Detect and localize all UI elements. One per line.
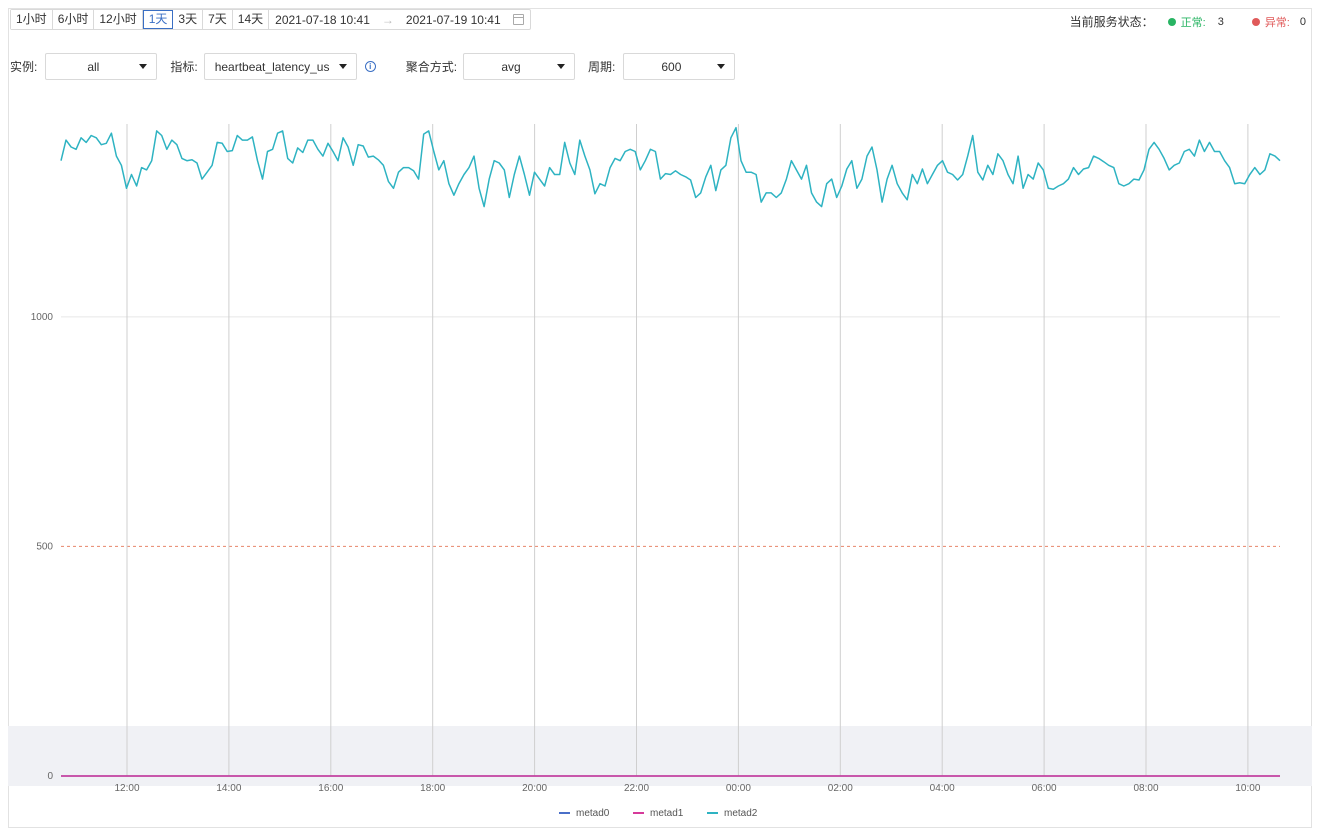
time-button-12h[interactable]: 12小时 bbox=[94, 10, 143, 29]
status-abnormal: 异常: 0 bbox=[1251, 14, 1306, 30]
chevron-down-icon bbox=[557, 64, 566, 69]
y-axis: 0 500 1000 bbox=[31, 312, 54, 782]
legend-label: metad1 bbox=[650, 808, 684, 819]
y-tick-label: 1000 bbox=[31, 312, 54, 323]
y-tick-label: 0 bbox=[47, 771, 53, 782]
metric-select[interactable]: heartbeat_latency_us bbox=[203, 53, 357, 80]
filter-bar: 实例: all 指标: heartbeat_latency_us i 聚合方式:… bbox=[10, 53, 736, 80]
time-button-14d[interactable]: 14天 bbox=[232, 10, 270, 29]
x-tick-label: 22:00 bbox=[624, 783, 649, 794]
range-start: 2021-07-18 10:41 bbox=[275, 12, 370, 27]
chart-zoom-area[interactable] bbox=[8, 726, 1312, 786]
calendar-icon[interactable] bbox=[512, 14, 524, 25]
x-tick-label: 10:00 bbox=[1235, 783, 1260, 794]
status-abnormal-dot-icon bbox=[1251, 17, 1260, 26]
instance-value: all bbox=[87, 59, 100, 74]
date-range-picker[interactable]: 2021-07-18 10:41 → 2021-07-19 10:41 bbox=[269, 10, 530, 29]
x-tick-label: 08:00 bbox=[1133, 783, 1158, 794]
legend-item-metad2[interactable]: metad2 bbox=[707, 808, 758, 819]
x-tick-label: 20:00 bbox=[522, 783, 547, 794]
x-tick-label: 00:00 bbox=[726, 783, 751, 794]
chart-legend[interactable]: metad0 metad1 metad2 bbox=[559, 808, 758, 819]
y-tick-label: 500 bbox=[36, 541, 53, 552]
status-normal-label: 正常: bbox=[1180, 16, 1206, 29]
range-end: 2021-07-19 10:41 bbox=[405, 12, 501, 27]
status-normal-dot-icon bbox=[1167, 17, 1176, 26]
period-select[interactable]: 600 bbox=[623, 53, 736, 80]
x-tick-label: 04:00 bbox=[930, 783, 955, 794]
status-normal-count: 3 bbox=[1217, 15, 1224, 28]
metric-label: 指标: bbox=[170, 60, 198, 74]
time-button-7d[interactable]: 7天 bbox=[203, 10, 233, 29]
chevron-down-icon bbox=[717, 64, 726, 69]
status-abnormal-count: 0 bbox=[1299, 15, 1306, 28]
instance-label: 实例: bbox=[10, 60, 38, 74]
service-status: 当前服务状态： 正常: 3 异常: 0 bbox=[1070, 13, 1306, 30]
aggregation-label: 聚合方式: bbox=[405, 60, 458, 74]
service-status-label: 当前服务状态： bbox=[1069, 15, 1154, 29]
time-button-1d[interactable]: 1天 bbox=[142, 10, 174, 29]
x-tick-label: 14:00 bbox=[216, 783, 241, 794]
time-button-1h[interactable]: 1小时 bbox=[11, 10, 53, 29]
time-range-selector: 1小时 6小时 12小时 1天 3天 7天 14天 2021-07-18 10:… bbox=[10, 9, 531, 30]
range-arrow-icon: → bbox=[381, 12, 394, 27]
x-tick-label: 06:00 bbox=[1032, 783, 1057, 794]
chevron-down-icon bbox=[338, 64, 347, 69]
legend-item-metad1[interactable]: metad1 bbox=[633, 808, 684, 819]
grid-lines bbox=[61, 124, 1280, 776]
period-label: 周期: bbox=[588, 60, 616, 74]
time-button-3d[interactable]: 3天 bbox=[173, 10, 204, 29]
x-tick-label: 16:00 bbox=[318, 783, 343, 794]
time-button-6h[interactable]: 6小时 bbox=[52, 10, 95, 29]
status-normal: 正常: 3 bbox=[1167, 14, 1224, 30]
chevron-down-icon bbox=[139, 64, 148, 69]
x-tick-label: 12:00 bbox=[114, 783, 139, 794]
legend-label: metad2 bbox=[724, 808, 758, 819]
monitor-panel bbox=[8, 8, 1312, 828]
status-abnormal-label: 异常: bbox=[1264, 16, 1290, 29]
series-lines bbox=[60, 126, 1281, 777]
instance-select[interactable]: all bbox=[45, 53, 158, 80]
x-tick-label: 02:00 bbox=[828, 783, 853, 794]
legend-label: metad0 bbox=[576, 808, 610, 819]
series-line-metad2 bbox=[60, 126, 1281, 208]
period-value: 600 bbox=[661, 59, 682, 74]
info-icon[interactable]: i bbox=[364, 61, 376, 72]
aggregation-value: avg bbox=[501, 59, 521, 74]
x-tick-label: 18:00 bbox=[420, 783, 445, 794]
metric-value: heartbeat_latency_us bbox=[214, 59, 330, 74]
aggregation-select[interactable]: avg bbox=[463, 53, 576, 80]
legend-item-metad0[interactable]: metad0 bbox=[559, 808, 610, 819]
